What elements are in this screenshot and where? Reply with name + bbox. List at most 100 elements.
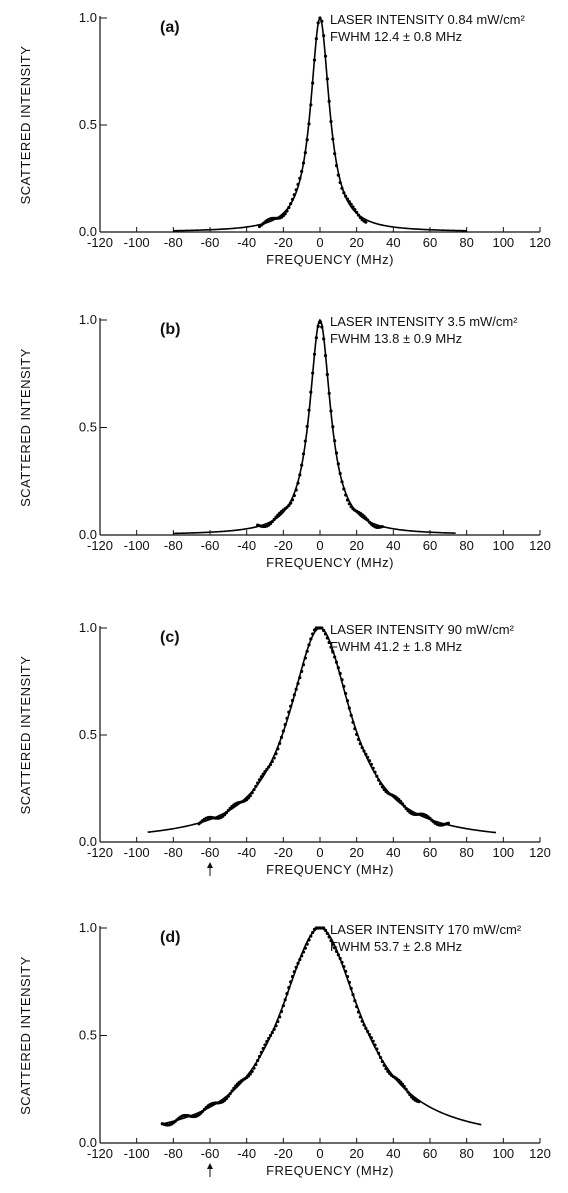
data-point — [252, 1067, 255, 1070]
data-point — [287, 986, 290, 989]
data-point — [260, 775, 263, 778]
data-point — [298, 177, 301, 180]
x-tick-label: -40 — [237, 235, 256, 250]
panel-label: (d) — [160, 929, 180, 946]
y-axis-label: SCATTERED INTENSITY — [18, 46, 33, 205]
x-tick-label: 120 — [529, 538, 551, 553]
data-point — [289, 202, 292, 205]
data-point — [383, 1064, 386, 1067]
data-point — [230, 1089, 233, 1092]
x-tick-label: -20 — [274, 1146, 293, 1161]
data-point — [304, 439, 307, 442]
x-tick-label: -80 — [164, 538, 183, 553]
x-axis-label: FREQUENCY (MHz) — [266, 1163, 394, 1178]
data-point — [329, 120, 332, 123]
data-point — [302, 950, 305, 953]
data-point — [284, 723, 287, 726]
data-point — [355, 733, 358, 736]
data-point — [353, 727, 356, 730]
data-point — [229, 1092, 232, 1095]
data-point — [311, 82, 314, 85]
data-point — [262, 1047, 265, 1050]
data-point — [311, 371, 314, 374]
data-point — [370, 1036, 373, 1039]
y-tick-label: 1.0 — [79, 920, 97, 935]
data-point — [304, 151, 307, 154]
data-point — [285, 717, 288, 720]
data-point — [368, 759, 371, 762]
data-point — [335, 164, 338, 167]
data-point — [317, 325, 320, 328]
data-point — [379, 782, 382, 785]
data-point — [284, 212, 287, 215]
data-point — [304, 947, 307, 950]
data-point — [306, 138, 309, 141]
data-point — [344, 970, 347, 973]
data-point — [256, 1059, 259, 1062]
annotation: LASER INTENSITY 3.5 mW/cm² — [330, 314, 518, 329]
annotation: FWHM 41.2 ± 1.8 MHz — [330, 639, 462, 654]
data-point — [306, 425, 309, 428]
data-point — [307, 409, 310, 412]
data-point — [359, 742, 362, 745]
data-point — [260, 1051, 263, 1054]
data-point — [227, 1095, 230, 1098]
data-point — [300, 464, 303, 467]
data-point — [296, 183, 299, 186]
data-point — [298, 473, 301, 476]
data-point — [328, 100, 331, 103]
x-tick-label: -100 — [124, 845, 150, 860]
data-point — [309, 391, 312, 394]
x-tick-label: 0 — [316, 538, 323, 553]
data-point — [331, 425, 334, 428]
data-point — [381, 1060, 384, 1063]
data-point — [366, 1030, 369, 1033]
data-point — [309, 103, 312, 106]
data-point — [289, 502, 292, 505]
data-point — [307, 643, 310, 646]
data-point — [373, 1043, 376, 1046]
data-point — [298, 676, 301, 679]
x-tick-label: 120 — [529, 845, 551, 860]
annotation: FWHM 53.7 ± 2.8 MHz — [330, 939, 462, 954]
data-point — [333, 152, 336, 155]
x-tick-label: 80 — [459, 1146, 473, 1161]
panel-c: 0.00.51.0-120 -100 -80 -60 -40 -20 0 20 40 60 80 10… — [18, 620, 551, 877]
data-point — [324, 929, 327, 932]
x-tick-label: -40 — [237, 845, 256, 860]
data-point — [346, 699, 349, 702]
x-tick-label: 60 — [423, 1146, 437, 1161]
data-point — [282, 729, 285, 732]
x-tick-label: -20 — [274, 235, 293, 250]
data-point — [364, 1027, 367, 1030]
data-point — [372, 767, 375, 770]
data-point — [285, 209, 288, 212]
data-point — [339, 672, 342, 675]
data-point — [377, 1052, 380, 1055]
data-point — [271, 760, 274, 763]
x-tick-label: 0 — [316, 1146, 323, 1161]
x-tick-label: -80 — [164, 1146, 183, 1161]
data-point — [342, 965, 345, 968]
data-point — [267, 1037, 270, 1040]
data-point — [300, 954, 303, 957]
x-axis-label: FREQUENCY (MHz) — [266, 555, 394, 570]
data-point — [293, 693, 296, 696]
data-point — [293, 970, 296, 973]
data-point — [295, 188, 298, 191]
data-point — [337, 174, 340, 177]
data-point — [269, 1034, 272, 1037]
x-tick-label: 40 — [386, 538, 400, 553]
x-tick-label: 60 — [423, 235, 437, 250]
data-point — [291, 498, 294, 501]
data-point — [351, 721, 354, 724]
data-point — [306, 650, 309, 653]
data-point — [362, 749, 365, 752]
data-point — [293, 193, 296, 196]
data-point — [293, 494, 296, 497]
data-point — [344, 493, 347, 496]
data-point — [287, 206, 290, 209]
x-tick-label: -60 — [201, 1146, 220, 1161]
y-tick-label: 0.5 — [79, 117, 97, 132]
x-tick-label: 120 — [529, 235, 551, 250]
